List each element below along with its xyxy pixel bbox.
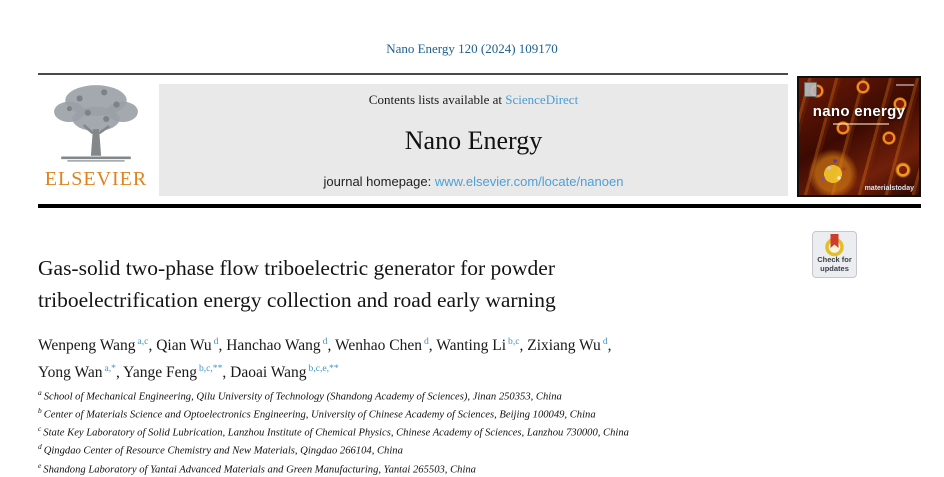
author-superscript: d bbox=[602, 336, 608, 347]
elsevier-tree-icon bbox=[54, 85, 138, 162]
author-superscript: d bbox=[322, 336, 328, 347]
article-title: Gas-solid two-phase flow triboelectric g… bbox=[38, 256, 556, 312]
contents-prefix: Contents lists available at bbox=[368, 92, 506, 107]
author-superscript: d bbox=[213, 336, 219, 347]
author-name: Yong Wan bbox=[38, 364, 103, 382]
author-name: Yange Feng bbox=[123, 364, 197, 382]
affiliation-text: Center of Materials Science and Optoelec… bbox=[43, 409, 596, 421]
journal-header-box: Contents lists available at ScienceDirec… bbox=[159, 84, 788, 196]
author-list: Wenpeng Wang a,c, Qian Wu d, Hanchao Wang d… bbox=[38, 336, 612, 382]
affiliation-list: a School of Mechanical Engineering, Qilu … bbox=[38, 386, 738, 477]
contents-line: Contents lists available at ScienceDirec… bbox=[159, 92, 788, 108]
cover-artwork bbox=[799, 78, 919, 195]
header-top-rule bbox=[38, 73, 788, 75]
author-superscript: b,c bbox=[508, 336, 520, 347]
author-name: Wenpeng Wang bbox=[38, 337, 136, 355]
author-superscript: b,c,** bbox=[198, 363, 223, 375]
affiliation-label: b bbox=[38, 406, 42, 416]
author-name: Qian Wu bbox=[156, 337, 212, 355]
author-name: Wenhao Chen bbox=[334, 337, 422, 355]
check-for-updates-label: Check for updates bbox=[817, 255, 852, 273]
author-name: Wanting Li bbox=[436, 337, 507, 355]
cover-volume-text-bar bbox=[896, 84, 914, 86]
author-superscript: d bbox=[423, 336, 429, 347]
homepage-link[interactable]: www.elsevier.com/locate/nanoen bbox=[434, 174, 624, 189]
affiliation-item: c State Key Laboratory of Solid Lubricati… bbox=[38, 422, 738, 440]
homepage-line: journal homepage: www.elsevier.com/locat… bbox=[159, 174, 788, 189]
affiliation-text: State Key Laboratory of Solid Lubricatio… bbox=[43, 427, 629, 439]
affiliation-label: a bbox=[38, 388, 42, 397]
affiliation-item: a School of Mechanical Engineering, Qilu … bbox=[38, 386, 738, 404]
article-separator-rule bbox=[38, 204, 921, 208]
affiliation-label: e bbox=[38, 460, 42, 470]
affiliation-label: d bbox=[38, 442, 42, 452]
elsevier-wordmark: ELSEVIER bbox=[44, 168, 148, 190]
author-name: Zixiang Wu bbox=[527, 337, 601, 355]
affiliation-text: Qingdao Center of Resource Chemistry and… bbox=[43, 445, 403, 457]
crossmark-bookmark-icon bbox=[830, 234, 839, 248]
cover-journal-title: nano energy bbox=[812, 103, 906, 120]
cover-materialstoday-brand: materialstoday bbox=[864, 185, 914, 192]
check-for-updates-badge[interactable]: Check for updates bbox=[812, 231, 857, 278]
author-superscript: a,c bbox=[137, 336, 149, 347]
affiliation-text: School of Mechanical Engineering, Qilu U… bbox=[43, 391, 562, 403]
elsevier-logo: ELSEVIER bbox=[36, 78, 156, 198]
cover-subtitle-bar bbox=[833, 123, 889, 125]
author-superscript: a,* bbox=[104, 363, 116, 375]
author-name: Daoai Wang bbox=[230, 364, 307, 382]
author-superscript: b,c,e,** bbox=[308, 363, 339, 375]
affiliation-item: e Shandong Laboratory of Yantai Advanced … bbox=[38, 459, 738, 477]
affiliation-item: b Center of Materials Science and Optoele… bbox=[38, 404, 738, 422]
affiliation-item: d Qingdao Center of Resource Chemistry an… bbox=[38, 440, 738, 458]
journal-citation: Nano Energy 120 (2024) 109170 bbox=[386, 41, 558, 56]
sciencedirect-link[interactable]: ScienceDirect bbox=[505, 92, 579, 107]
cover-elsevier-mark-icon bbox=[804, 82, 817, 97]
affiliation-label: c bbox=[38, 424, 42, 434]
homepage-prefix: journal homepage: bbox=[323, 174, 435, 189]
author-name: Hanchao Wang bbox=[226, 337, 321, 355]
journal-cover-image: nano energy materialstoday bbox=[797, 76, 921, 197]
journal-title: Nano Energy bbox=[404, 125, 543, 155]
